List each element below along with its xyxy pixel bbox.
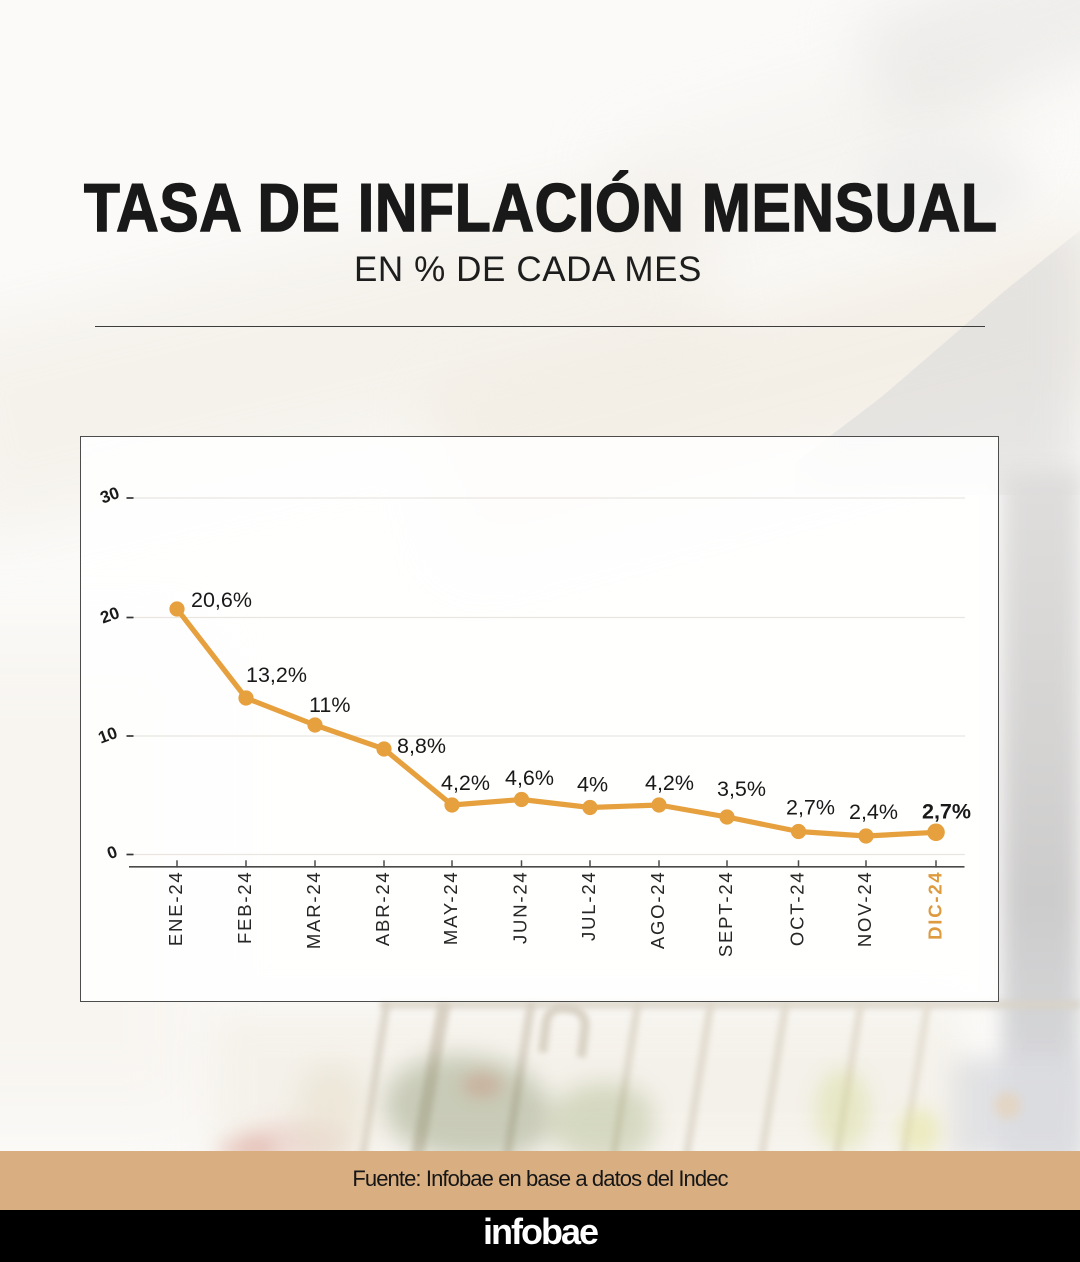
svg-text:MAR-24: MAR-24: [303, 871, 324, 950]
svg-text:2,7%: 2,7%: [922, 800, 971, 824]
svg-text:SEPT-24: SEPT-24: [715, 871, 736, 958]
svg-text:4,2%: 4,2%: [441, 771, 490, 795]
svg-text:4,2%: 4,2%: [645, 771, 694, 795]
svg-text:2,7%: 2,7%: [786, 796, 835, 820]
svg-text:3,5%: 3,5%: [717, 777, 766, 801]
svg-text:AGO-24: AGO-24: [647, 871, 668, 950]
svg-text:FEB-24: FEB-24: [234, 871, 255, 945]
svg-text:11%: 11%: [309, 693, 350, 717]
svg-text:13,2%: 13,2%: [246, 663, 307, 687]
svg-text:2,4%: 2,4%: [849, 800, 898, 824]
svg-text:ENE-24: ENE-24: [165, 871, 186, 947]
svg-text:MAY-24: MAY-24: [440, 871, 461, 946]
svg-text:JUL-24: JUL-24: [578, 871, 599, 941]
svg-text:4%: 4%: [577, 773, 608, 797]
svg-text:JUN-24: JUN-24: [510, 871, 531, 945]
svg-text:OCT-24: OCT-24: [787, 871, 808, 947]
svg-text:30: 30: [98, 483, 122, 507]
svg-text:20,6%: 20,6%: [191, 588, 252, 612]
svg-text:NOV-24: NOV-24: [854, 871, 875, 948]
svg-text:0: 0: [105, 842, 120, 863]
svg-text:8,8%: 8,8%: [397, 734, 446, 758]
svg-text:10: 10: [96, 723, 120, 747]
svg-text:4,6%: 4,6%: [505, 766, 554, 790]
svg-text:ABR-24: ABR-24: [372, 871, 393, 947]
svg-text:DIC-24: DIC-24: [925, 871, 946, 940]
svg-text:20: 20: [98, 603, 122, 627]
